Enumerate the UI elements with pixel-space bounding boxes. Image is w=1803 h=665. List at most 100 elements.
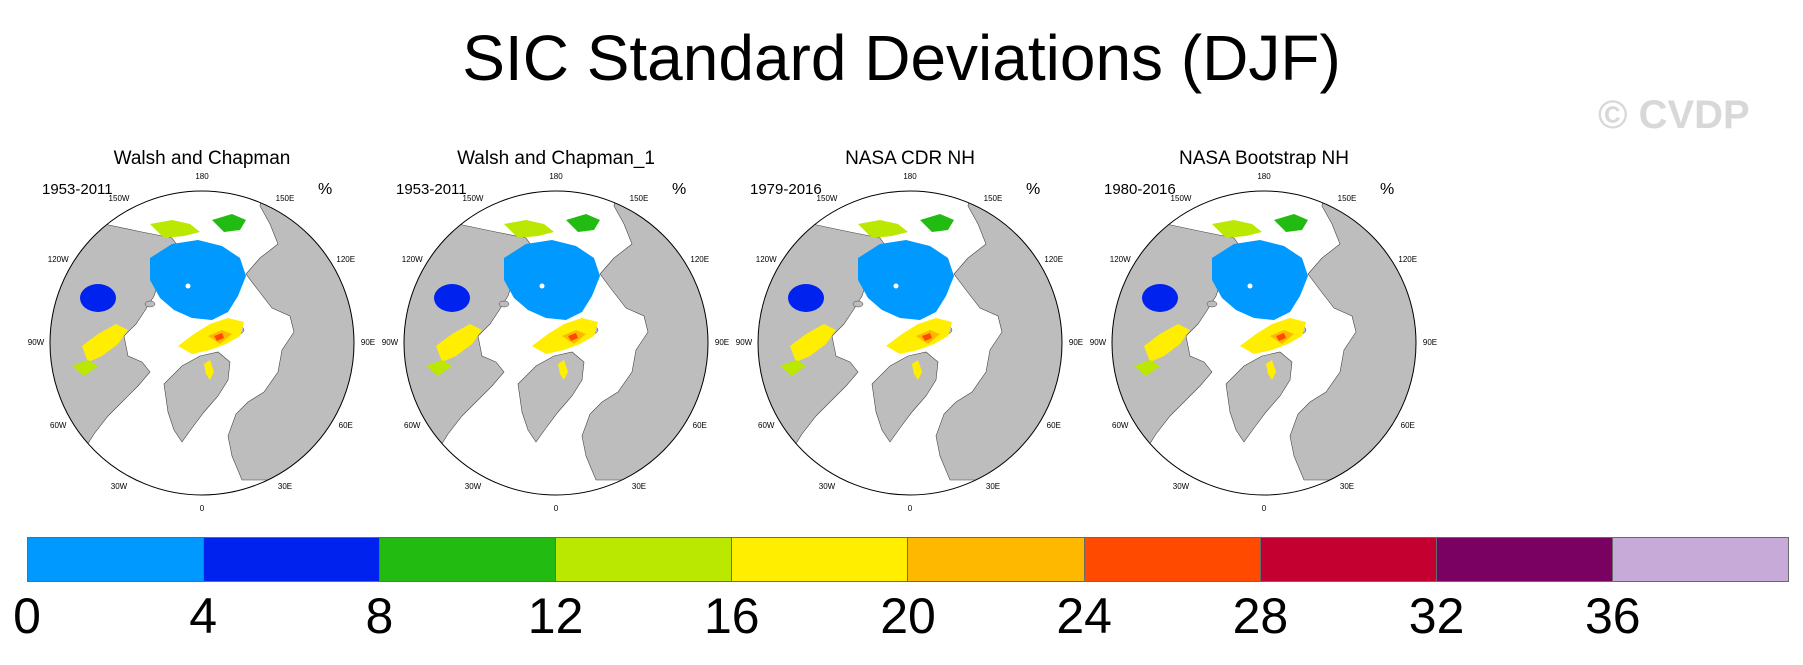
longitude-label: 30E	[631, 481, 647, 491]
cvdp-watermark: © CVDP	[1598, 93, 1750, 137]
pole-marker	[185, 283, 191, 289]
hudson-bay-ice	[788, 284, 824, 312]
longitude-label: 30W	[110, 481, 128, 491]
colorbar-segment	[1260, 538, 1437, 581]
barents-ice-peak	[922, 333, 932, 341]
colorbar-tick-label: 4	[189, 588, 218, 644]
map-panel: NASA CDR NH 1979-2016% 180 150E 120E 90E 60E 30…	[736, 140, 1083, 513]
longitude-label: 120W	[401, 255, 423, 264]
colorbar-segment	[556, 538, 733, 581]
longitude-label: 150W	[1170, 194, 1192, 204]
labrador-ice-edge	[780, 360, 806, 376]
labrador-ice-band	[436, 324, 482, 362]
longitude-label: 120E	[1044, 255, 1064, 264]
polar-map	[403, 190, 709, 496]
map-frame	[1111, 190, 1417, 496]
baltic-ice	[1266, 360, 1276, 380]
colorbar-segment	[28, 538, 205, 581]
longitude-label: 60W	[758, 421, 775, 430]
map-panel: NASA Bootstrap NH 1980-2016% 180 150E 120E 90…	[1090, 140, 1437, 513]
longitude-label: 30E	[985, 481, 1001, 491]
hudson-bay-ice	[1142, 284, 1178, 312]
colorbar-tick-label: 36	[1584, 588, 1641, 644]
greenland-land	[871, 351, 939, 443]
labrador-ice-edge	[1134, 360, 1160, 376]
baltic-ice	[558, 360, 568, 380]
longitude-label: 30E	[1339, 481, 1355, 491]
okhotsk-ice-band	[1274, 214, 1308, 232]
panel-units: %	[1380, 181, 1395, 198]
arctic-ice-field	[858, 240, 954, 320]
longitude-label: 150W	[816, 194, 838, 204]
island-land	[144, 300, 156, 308]
longitude-label: 0	[553, 504, 559, 513]
panel-period: 1979-2016	[750, 181, 822, 198]
longitude-label: 60W	[404, 421, 421, 430]
longitude-label: 90E	[360, 338, 376, 347]
island-land	[498, 300, 510, 308]
panel-units: %	[318, 181, 333, 198]
longitude-label: 0	[907, 504, 913, 513]
labrador-ice-edge	[426, 360, 452, 376]
longitude-label: 30E	[277, 481, 293, 491]
hudson-bay-ice	[434, 284, 470, 312]
longitude-label: 150E	[1337, 194, 1357, 204]
longitude-label: 120E	[336, 255, 356, 264]
island-land	[852, 300, 864, 308]
map-frame	[757, 190, 1063, 496]
longitude-label: 150E	[629, 194, 649, 204]
colorbar-segment	[1612, 538, 1788, 581]
panel-title: Walsh and Chapman_1	[457, 148, 655, 169]
baltic-ice	[912, 360, 922, 380]
map-panel: Walsh and Chapman_1 1953-2011% 180 150E 120E…	[382, 140, 729, 513]
bering-ice-band	[504, 220, 554, 238]
longitude-label: 150W	[462, 194, 484, 204]
pole-marker	[893, 283, 899, 289]
longitude-label: 90E	[1422, 338, 1438, 347]
colorbar-segment	[1084, 538, 1261, 581]
labrador-ice-band	[790, 324, 836, 362]
colorbar-tick-label: 12	[527, 588, 584, 644]
polar-map	[49, 190, 355, 496]
greenland-land	[163, 351, 231, 443]
bering-ice-band	[858, 220, 908, 238]
map-frame	[403, 190, 709, 496]
barents-ice-peak	[1276, 333, 1286, 341]
pole-marker	[539, 283, 545, 289]
panel-title: NASA CDR NH	[845, 148, 975, 169]
pole-marker	[1247, 283, 1253, 289]
longitude-label: 60E	[1400, 421, 1415, 430]
longitude-label: 120W	[755, 255, 777, 264]
colorbar-tick-label: 28	[1232, 588, 1289, 644]
colorbar-segment	[908, 538, 1085, 581]
longitude-label: 60E	[692, 421, 707, 430]
colorbar-tick-label: 32	[1408, 588, 1465, 644]
longitude-label: 180	[1257, 172, 1271, 181]
okhotsk-ice-band	[566, 214, 600, 232]
colorbar-segment	[1436, 538, 1613, 581]
labrador-ice-band	[82, 324, 128, 362]
map-panel: Walsh and Chapman 1953-2011% 180 150E 120E 90…	[28, 140, 375, 513]
longitude-label: 90W	[1089, 338, 1107, 347]
figure-title: SIC Standard Deviations (DJF)	[462, 22, 1341, 94]
longitude-label: 60W	[50, 421, 67, 430]
labrador-ice-edge	[72, 360, 98, 376]
bering-ice-band	[150, 220, 200, 238]
longitude-label: 150E	[983, 194, 1003, 204]
colorbar-segment	[204, 538, 381, 581]
map-frame	[49, 190, 355, 496]
longitude-label: 180	[903, 172, 917, 181]
longitude-label: 120E	[690, 255, 710, 264]
colorbar-tick-label: 20	[880, 588, 936, 644]
longitude-label: 150W	[108, 194, 130, 204]
okhotsk-ice-band	[920, 214, 954, 232]
labrador-ice-band	[1144, 324, 1190, 362]
longitude-label: 90W	[27, 338, 45, 347]
longitude-label: 120W	[1109, 255, 1131, 264]
bering-ice-band	[1212, 220, 1262, 238]
longitude-label: 30W	[1172, 481, 1190, 491]
polar-map	[1111, 190, 1417, 496]
hudson-bay-ice	[80, 284, 116, 312]
longitude-label: 90E	[714, 338, 730, 347]
panel-units: %	[672, 181, 687, 198]
